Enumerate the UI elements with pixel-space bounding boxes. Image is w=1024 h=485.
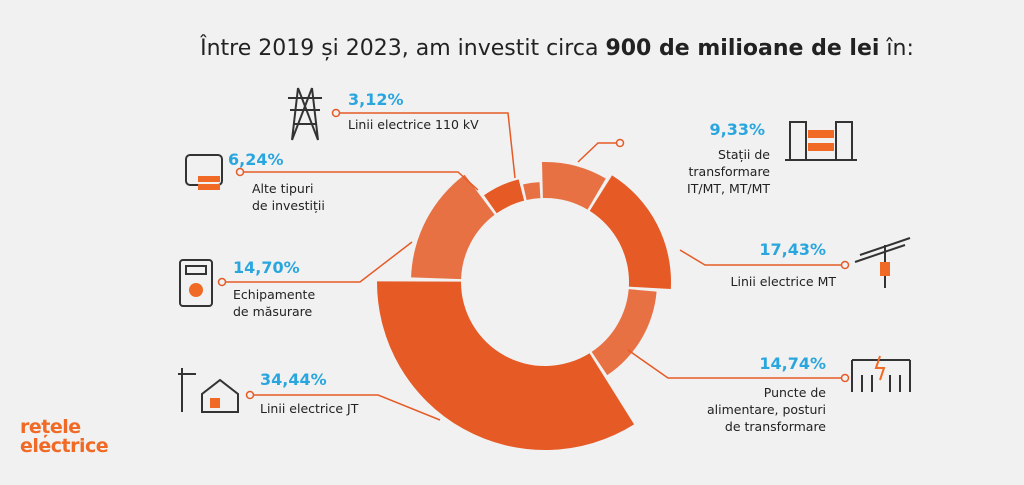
icon-substation	[785, 121, 857, 161]
segment	[484, 179, 525, 214]
connector	[627, 349, 845, 379]
icon-meter	[179, 259, 213, 307]
segment	[411, 174, 495, 280]
category-label: Echipamente de măsurare	[233, 287, 316, 319]
category-label: Linii electrice JT	[260, 401, 359, 416]
connector	[336, 112, 516, 179]
title-part: Între 2019 și 2023, am investit circa	[200, 36, 606, 61]
value-label: 34,44%	[260, 370, 327, 389]
connector	[679, 249, 845, 266]
value-label: 9,33%	[709, 120, 765, 139]
category-label: Puncte de alimentare, posturi de transfo…	[707, 385, 826, 434]
segment	[377, 281, 635, 451]
connector-dot	[245, 390, 255, 400]
segment	[542, 162, 606, 210]
category-label: Alte tipuri de investiții	[252, 181, 325, 213]
value-label: 14,70%	[233, 258, 300, 277]
connector	[240, 171, 479, 191]
connector-dot	[840, 373, 850, 383]
category-label: Linii electrice 110 kV	[348, 117, 479, 132]
segment	[523, 182, 541, 201]
connector-dot	[235, 167, 245, 177]
icon-pole	[854, 237, 911, 288]
segment	[589, 175, 671, 289]
category-label: Linii electrice MT	[730, 274, 836, 289]
connector-dot	[217, 277, 227, 287]
title-part: în:	[879, 36, 914, 61]
title-emphasis: 900 de milioane de lei	[605, 36, 880, 61]
title: Între 2019 și 2023, am investit circa 90…	[0, 36, 1024, 61]
connector	[250, 394, 441, 421]
value-label: 14,74%	[759, 354, 826, 373]
value-label: 17,43%	[759, 240, 826, 259]
value-label: 3,12%	[348, 90, 404, 109]
icon-wallet	[185, 154, 223, 190]
icon-transformer-post	[851, 355, 911, 392]
value-label: 6,24%	[228, 150, 284, 169]
category-label: Stații de transformare IT/MT, MT/MT	[687, 147, 770, 196]
connector-dot	[331, 108, 341, 118]
connector-dot	[615, 138, 625, 148]
connector	[577, 142, 620, 163]
logo: rețele electrice	[20, 416, 109, 457]
icon-tower	[288, 87, 322, 141]
connector	[222, 241, 413, 283]
connector-dot	[840, 260, 850, 270]
segment	[591, 289, 657, 376]
icon-house	[178, 368, 239, 413]
